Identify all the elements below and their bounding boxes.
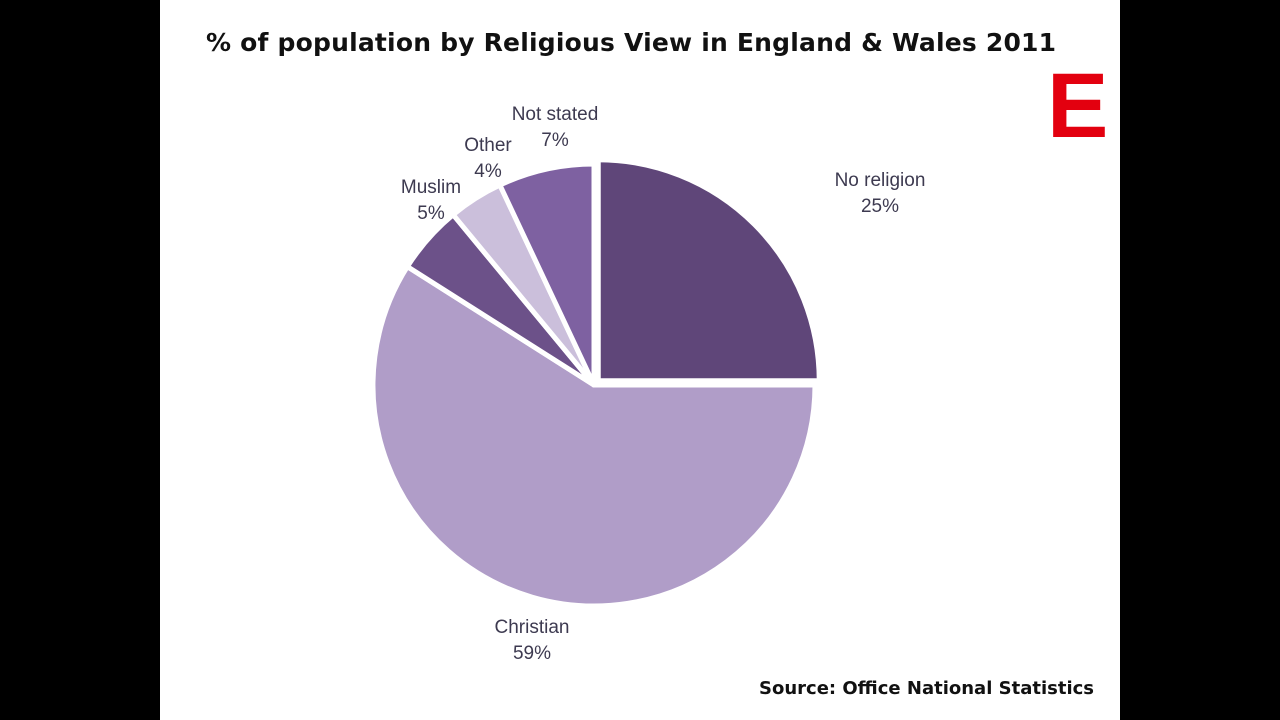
- slice-value-not-stated: 7%: [541, 130, 569, 151]
- pie-slice-christian: [370, 264, 818, 609]
- slice-value-muslim: 5%: [417, 203, 445, 224]
- channel-logo-e: E: [1047, 55, 1109, 157]
- slice-label-muslim: Muslim: [401, 177, 461, 198]
- pie-slice-no-religion: [595, 157, 822, 384]
- slice-label-christian: Christian: [495, 617, 570, 638]
- slice-value-other: 4%: [474, 161, 502, 182]
- pie-slice-not-stated: [497, 161, 597, 388]
- slice-value-no-religion: 25%: [861, 196, 899, 217]
- source-note: Source: Office National Statistics: [759, 678, 1094, 699]
- pie-slices: [370, 157, 822, 609]
- pie-labels: No religion 25% Christian 59% Muslim 5% Other 4…: [401, 104, 926, 664]
- slice-value-christian: 59%: [513, 643, 551, 664]
- chart-title: % of population by Religious View in Eng…: [206, 28, 1057, 57]
- slice-label-no-religion: No religion: [835, 170, 926, 191]
- slice-label-other: Other: [464, 135, 512, 156]
- slice-label-not-stated: Not stated: [512, 104, 599, 125]
- pie-chart: No religion 25% Christian 59% Muslim 5% Other 4…: [370, 104, 926, 664]
- slide: % of population by Religious View in Eng…: [160, 0, 1120, 720]
